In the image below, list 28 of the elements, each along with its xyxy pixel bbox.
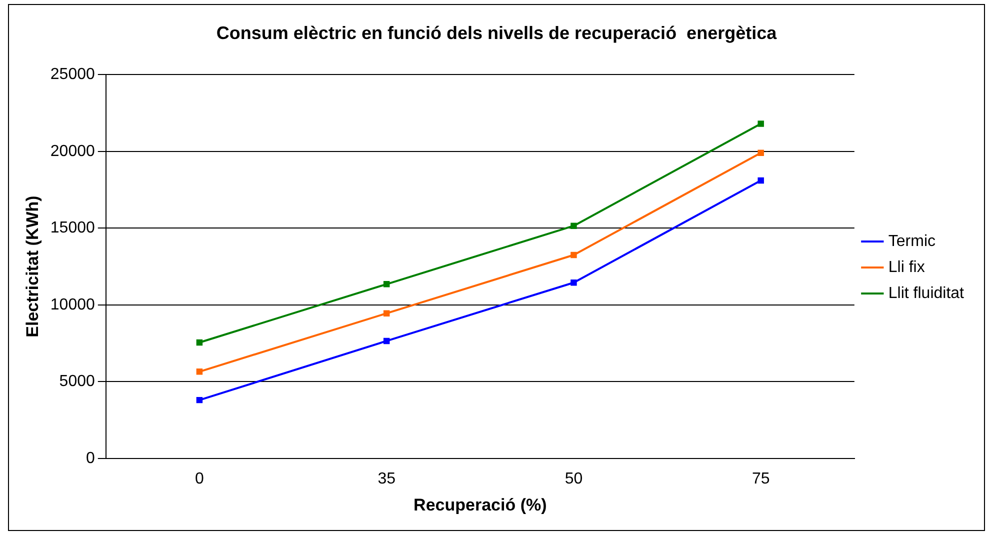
point: [196, 368, 203, 375]
x-tick-label: 0: [195, 470, 204, 488]
point: [758, 120, 764, 127]
point: [758, 150, 764, 156]
point: [758, 177, 764, 184]
x-tick-label: 75: [752, 470, 770, 488]
y-tick-label: 25000: [50, 66, 95, 84]
x-tick-label: 50: [564, 470, 583, 488]
legend-label: Llit fluiditat: [888, 284, 965, 302]
point: [383, 281, 390, 288]
y-tick-label: 5000: [59, 373, 95, 390]
point: [383, 310, 390, 316]
point: [383, 338, 390, 344]
y-tick-label: 15000: [50, 220, 95, 237]
y-tick-label: 20000: [50, 142, 95, 160]
point: [570, 252, 577, 258]
point: [196, 396, 203, 404]
legend-label: Lli fix: [888, 258, 925, 276]
y-axis-title: Electricitat (KWh): [22, 196, 42, 338]
x-tick-label: 35: [378, 470, 396, 488]
y-tick-label: 10000: [50, 296, 95, 314]
x-axis-title: Recuperació (%): [414, 495, 547, 514]
point: [570, 222, 577, 229]
chart-title: Consum elèctric en funció dels nivells de recuperació energètica: [216, 22, 778, 43]
legend-label: Termic: [888, 232, 936, 250]
y-tick-label: 0: [86, 450, 95, 467]
point: [196, 339, 203, 346]
point: [570, 280, 577, 286]
